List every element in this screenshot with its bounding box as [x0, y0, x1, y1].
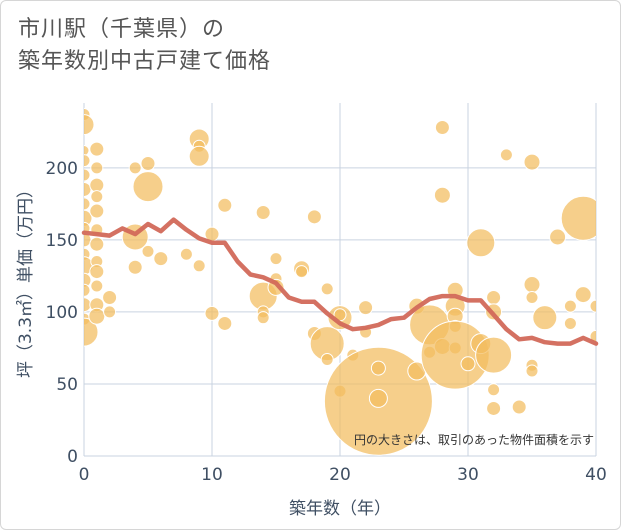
bubble-point [499, 148, 513, 162]
x-tick-label: 0 [79, 465, 90, 485]
bubble-point [90, 161, 104, 175]
bubble-point [525, 291, 539, 305]
bubble-point [523, 276, 541, 294]
bubble-point [140, 156, 156, 172]
bubble-point [128, 161, 142, 175]
bubble-point [295, 265, 309, 279]
bubble-point [306, 209, 322, 225]
bubble-point [511, 399, 527, 415]
x-tick-label: 30 [457, 465, 479, 485]
bubble-point [563, 299, 577, 313]
bubble-point [84, 114, 95, 136]
bubble-point [433, 186, 451, 204]
bubble-point [560, 195, 596, 241]
bubble-point [217, 197, 233, 213]
bubble-point [90, 279, 104, 293]
bubble-point [549, 228, 567, 246]
bubble-point [370, 360, 386, 376]
bubble-point [89, 264, 105, 280]
y-axis-title: 坪（3.3㎡）単価（万円） [16, 181, 36, 378]
y-axis-ticks: 0 50 100 150 200 [46, 159, 78, 467]
bubble-point [89, 236, 105, 252]
bubble-point [532, 305, 558, 331]
x-axis-ticks: 0 10 20 30 40 [79, 465, 607, 485]
bubble-point [525, 364, 539, 378]
bubble-point [368, 388, 388, 408]
bubble-point [188, 145, 210, 167]
bubble-point [141, 244, 155, 258]
bubble-point [179, 247, 193, 261]
bubble-point [84, 168, 91, 182]
x-tick-label: 20 [329, 465, 351, 485]
bubble-point [574, 286, 592, 304]
bubble-point [466, 228, 496, 258]
bubble-point [204, 305, 220, 321]
y-tick-label: 50 [56, 375, 78, 395]
bubble-point [88, 307, 106, 325]
bubble-point [358, 300, 374, 316]
bubble-point [320, 352, 334, 366]
bubble-point [563, 316, 577, 330]
chart-title: 市川駅（千葉県）の 築年数別中古戸建て価格 [18, 14, 271, 78]
bubble-point [84, 272, 92, 288]
average-price-line [81, 217, 599, 346]
bubble-point [102, 290, 118, 306]
bubble-point [434, 119, 450, 135]
bubble-point [127, 259, 143, 275]
bubble-point [460, 356, 476, 372]
bubble-point [475, 336, 513, 374]
bubble-size-note: 円の大きさは、取引のあった物件面積を示す [354, 432, 594, 447]
x-tick-label: 40 [585, 465, 607, 485]
bubble-point [320, 282, 334, 296]
bubble-point [486, 400, 502, 416]
chart-title-line-2: 築年数別中古戸建て価格 [18, 49, 272, 74]
y-tick-label: 100 [46, 303, 78, 323]
bubble-point [589, 299, 596, 313]
bubble-point [153, 251, 169, 267]
bubble-point [486, 290, 502, 306]
bubble-point [84, 181, 92, 197]
y-tick-label: 200 [46, 159, 78, 179]
bubble-point [523, 153, 541, 171]
bubble-point [84, 283, 91, 297]
bubble-point [84, 154, 91, 168]
bubble-point [84, 317, 99, 347]
bubble-point [192, 259, 206, 273]
bubble-point [256, 311, 270, 325]
x-axis-title: 築年数（年） [289, 499, 391, 519]
bubble-point [103, 305, 117, 319]
chart-title-line-1: 市川駅（千葉県）の [18, 17, 226, 42]
bubble-point [84, 297, 92, 313]
bubble-point [487, 383, 501, 397]
bubble-point [90, 190, 104, 204]
bubble-point [89, 177, 105, 193]
bubble-point [84, 197, 91, 211]
average-line-layer [81, 217, 599, 346]
bubble-point [255, 205, 271, 221]
y-tick-label: 0 [67, 447, 78, 467]
bubble-point [84, 145, 90, 157]
bubble-point [89, 203, 105, 219]
x-tick-label: 10 [201, 465, 223, 485]
bubble-point [217, 315, 233, 331]
bubble-point [132, 171, 164, 203]
bubble-point [269, 252, 283, 266]
y-tick-label: 150 [46, 231, 78, 251]
bubble-point [89, 141, 105, 157]
